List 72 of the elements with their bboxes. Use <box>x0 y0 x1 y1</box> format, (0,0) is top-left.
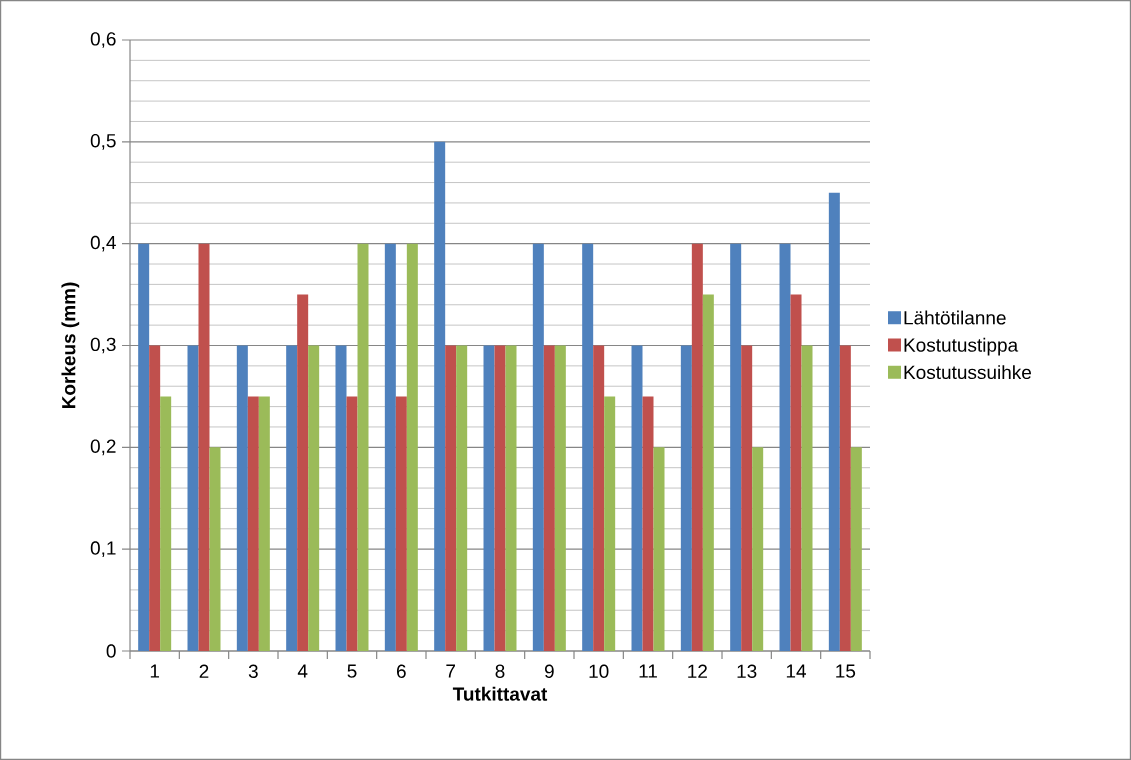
bar <box>209 447 221 651</box>
bar <box>790 294 802 651</box>
bar <box>801 345 813 651</box>
bar <box>434 141 446 651</box>
x-tick-label: 11 <box>639 664 657 678</box>
y-tick-label: 0,5 <box>90 133 116 150</box>
bar <box>286 345 298 651</box>
bar <box>631 345 643 651</box>
bar <box>395 396 407 651</box>
bar <box>593 345 605 651</box>
x-axis-title: Tutkittavat <box>452 686 548 701</box>
legend-label: Lähtötilanne <box>904 310 1006 325</box>
bar <box>691 243 703 651</box>
bar <box>532 243 544 651</box>
bar <box>702 294 714 651</box>
x-tick-label: 9 <box>544 664 554 678</box>
bar <box>406 243 418 651</box>
bar <box>543 345 555 651</box>
bar <box>346 396 358 651</box>
bar <box>445 345 457 651</box>
x-tick-label: 1 <box>150 664 160 678</box>
x-tick-label: 6 <box>397 664 406 678</box>
bar <box>505 345 517 651</box>
legend-label: Kostutustippa <box>904 337 1019 356</box>
bar <box>850 447 862 651</box>
bar <box>582 243 594 651</box>
bar <box>653 447 665 651</box>
bar <box>357 243 369 651</box>
y-axis-title: Korkeus (mm) <box>61 282 80 409</box>
y-tick-label: 0,6 <box>90 32 116 48</box>
x-tick-label: 5 <box>347 664 357 678</box>
legend-label: Kostutussuihke <box>904 365 1032 380</box>
x-tick-label: 12 <box>688 664 707 678</box>
y-tick-label: 0,4 <box>90 235 116 252</box>
x-tick-label: 13 <box>737 664 757 678</box>
bar <box>187 345 199 651</box>
bar <box>160 396 172 651</box>
bar <box>752 447 764 651</box>
bar <box>456 345 468 651</box>
bar <box>198 243 210 651</box>
x-tick-label: 15 <box>836 664 856 678</box>
bar <box>236 345 248 651</box>
y-tick-label: 0,1 <box>90 541 116 558</box>
bar <box>741 345 753 651</box>
bar <box>149 345 161 651</box>
x-tick-label: 8 <box>495 664 505 678</box>
bar <box>680 345 692 651</box>
bar <box>730 243 742 651</box>
bar <box>335 345 347 651</box>
x-tick-label: 2 <box>199 664 209 678</box>
x-tick-label: 7 <box>446 664 455 678</box>
bar <box>642 396 654 651</box>
bar <box>247 396 259 651</box>
y-tick-label: 0,2 <box>90 439 116 456</box>
bar <box>779 243 791 651</box>
bar <box>483 345 495 651</box>
x-tick-label: 4 <box>297 664 308 678</box>
bar <box>494 345 506 651</box>
y-tick-label: 0 <box>106 644 116 658</box>
bar <box>384 243 396 651</box>
bar <box>308 345 320 651</box>
bar <box>554 345 566 651</box>
bar <box>297 294 309 651</box>
bar <box>828 192 840 651</box>
bar <box>258 396 270 651</box>
y-tick-label: 0,3 <box>90 337 116 354</box>
x-tick-label: 14 <box>786 664 807 678</box>
x-tick-label: 10 <box>589 664 609 678</box>
bar <box>604 396 616 651</box>
x-tick-label: 3 <box>248 664 258 678</box>
bar <box>839 345 851 651</box>
bar <box>138 243 150 651</box>
